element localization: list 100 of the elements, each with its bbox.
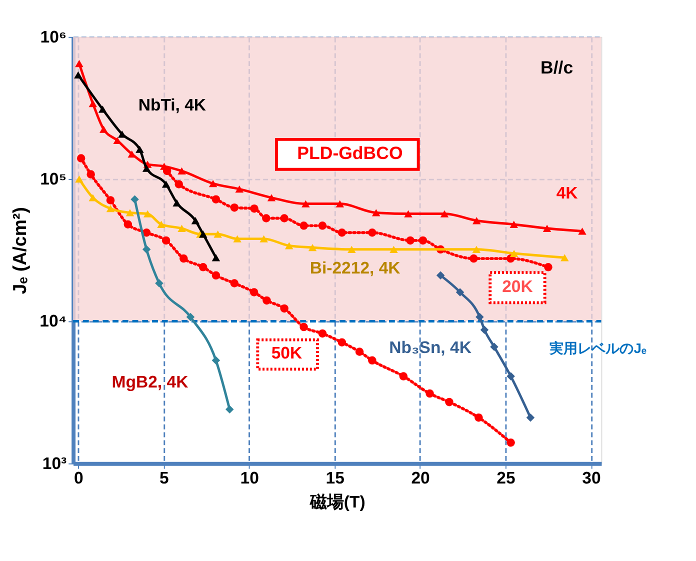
point [76,154,86,162]
point [199,263,208,272]
point [336,200,344,208]
point [212,195,220,204]
point [162,180,170,188]
point [300,322,308,332]
x-tick-label: 5 [159,468,169,488]
point [300,222,308,230]
point [75,175,84,183]
point [230,203,239,212]
point [98,106,107,113]
point [235,186,244,193]
x-axis-title: 磁場(T) [308,492,366,512]
point [100,126,108,133]
annotation: B//c [540,57,574,78]
point [106,205,115,212]
point [178,167,186,175]
point [142,164,151,172]
point [474,413,483,422]
point [338,228,346,237]
point [526,413,535,422]
point [191,217,200,224]
point [510,220,518,228]
point [456,288,464,296]
point [157,220,166,228]
point [372,209,380,216]
point [262,296,271,305]
point [162,236,170,245]
point [124,220,132,229]
point [560,254,569,262]
point [284,242,294,250]
point [212,271,220,280]
point [172,199,181,206]
point [390,246,398,253]
point [75,60,84,68]
point [578,228,586,235]
point [186,312,195,322]
series-label: Bi-2212, 4K [310,258,400,278]
point [136,146,144,153]
point [174,180,183,188]
annotation: PLD-GdBCO [297,142,403,163]
point [180,254,188,263]
point [318,222,327,230]
point [280,214,288,222]
x-tick-label: 10 [240,468,259,488]
y-tick-label: 10⁶ [40,27,67,46]
series-label: 20K [502,276,533,296]
point [155,279,164,288]
point [143,210,152,218]
series-label: NbTi, 4K [138,95,206,114]
x-tick-label: 30 [582,468,601,488]
point [178,224,186,232]
point [348,246,356,253]
point [476,312,484,322]
x-tick-label: 15 [326,468,344,488]
point [404,210,412,218]
y-axis-title: Jₑ (A/cm²) [8,207,30,294]
point [472,217,481,224]
point [544,263,552,272]
point [262,214,270,222]
point [368,228,376,237]
x-tick-label: 20 [411,468,430,488]
point [250,288,258,296]
point [208,180,218,188]
point [260,235,268,242]
point [130,195,139,204]
x-tick-label: 0 [74,468,84,488]
point [440,210,449,218]
point [510,250,518,257]
point [142,245,151,254]
y-tick-label: 10⁵ [40,169,67,188]
y-tick-label: 10⁴ [40,312,67,331]
point [542,224,552,232]
point [214,230,222,238]
point [267,194,276,202]
point [280,304,288,313]
point [338,338,346,346]
point [480,326,489,334]
point [225,405,234,414]
point [88,100,98,108]
point [308,244,317,252]
point [426,389,434,398]
x-tick-label: 25 [496,468,516,488]
point [355,348,364,356]
point [199,230,208,238]
point [128,150,136,158]
y-tick-label: 10³ [42,454,68,473]
point [418,236,428,245]
point [302,200,310,208]
ref-line-label: 実用レベルのJₑ [550,340,647,356]
series-label: MgB2, 4K [112,372,188,392]
point [233,235,242,242]
point [230,279,239,288]
point [74,71,82,79]
point [399,372,408,380]
point [406,236,414,245]
series-label: Nb₃Sn, 4K [389,338,472,357]
point [436,271,445,280]
point [106,196,115,204]
point [212,356,220,365]
